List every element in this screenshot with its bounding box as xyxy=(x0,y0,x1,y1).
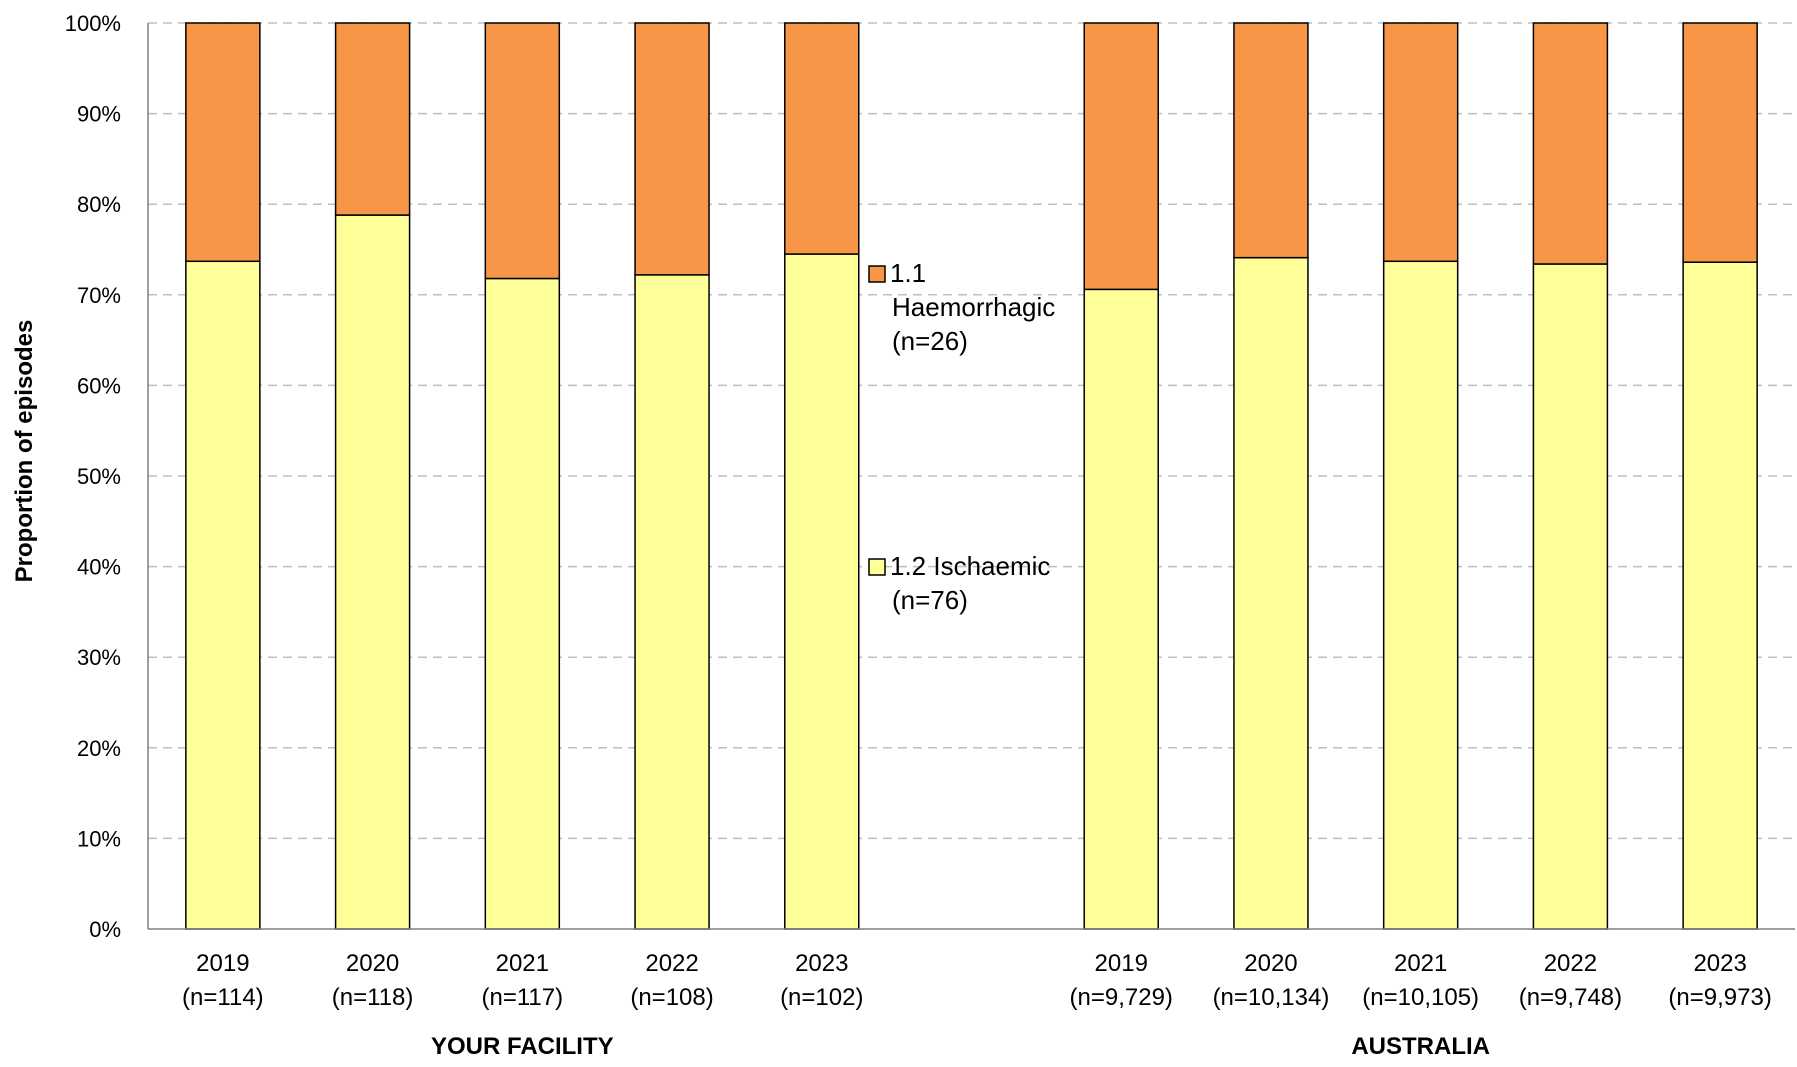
gridlines xyxy=(148,22,1795,840)
bar-ischaemic xyxy=(1532,263,1609,930)
bar-ischaemic xyxy=(334,214,411,930)
x-tick-count: (n=117) xyxy=(482,984,564,1011)
legend-ischaemic-label: (n=76) xyxy=(892,585,968,615)
bar-haemorrhagic xyxy=(1682,22,1758,263)
y-tick-label: 40% xyxy=(77,555,121,580)
bar-haemorrhagic xyxy=(1233,22,1309,259)
bar-ischaemic xyxy=(784,253,860,930)
bar-haemorrhagic xyxy=(784,22,860,255)
y-axis-ticks: 0% 10% 20% 30% 40% 50% 60% 70% 80% 90% 100% xyxy=(65,11,121,942)
y-tick-label: 60% xyxy=(77,373,121,398)
bar-haemorrhagic xyxy=(1382,22,1459,263)
y-tick-label: 0% xyxy=(89,917,121,942)
group-labels: YOUR FACILITY AUSTRALIA xyxy=(431,1033,1490,1060)
y-tick-label: 30% xyxy=(77,645,121,670)
x-tick-year: 2020 xyxy=(1244,950,1297,977)
bar-ischaemic xyxy=(1682,261,1758,930)
bar-ischaemic xyxy=(1083,288,1159,930)
x-tick-year: 2021 xyxy=(1394,950,1447,977)
x-tick-count: (n=10,105) xyxy=(1362,984,1479,1011)
y-tick-label: 80% xyxy=(77,192,121,217)
group-label: YOUR FACILITY xyxy=(431,1033,614,1060)
legend-haemorrhagic-label: Haemorrhagic xyxy=(892,292,1055,322)
bar-haemorrhagic xyxy=(484,22,561,280)
group-label: AUSTRALIA xyxy=(1351,1033,1490,1060)
x-tick-year: 2023 xyxy=(1693,950,1746,977)
bars xyxy=(185,22,1758,930)
y-tick-label: 10% xyxy=(77,826,121,851)
y-tick-label: 70% xyxy=(77,283,121,308)
x-tick-year: 2019 xyxy=(196,950,249,977)
x-axis-labels: 2019 (n=114) 2020 (n=118) 2021 (n=117) 2022 (n=… xyxy=(182,950,1772,1011)
legend-haemorrhagic-label: (n=26) xyxy=(892,326,968,356)
bar-haemorrhagic xyxy=(334,22,411,216)
bar-haemorrhagic xyxy=(1083,22,1159,291)
legend-haemorrhagic-label: 1.1 xyxy=(890,258,926,288)
bar-haemorrhagic xyxy=(634,22,710,276)
axes xyxy=(147,23,1795,930)
y-tick-label: 20% xyxy=(77,736,121,761)
bar-ischaemic xyxy=(1382,260,1459,930)
legend-ischaemic-swatch xyxy=(868,558,886,576)
bar-ischaemic xyxy=(185,260,261,930)
bar-ischaemic xyxy=(634,274,710,930)
x-tick-year: 2020 xyxy=(346,950,399,977)
bar-haemorrhagic xyxy=(185,22,261,263)
bar-haemorrhagic xyxy=(1532,22,1609,265)
x-tick-count: (n=108) xyxy=(630,984,713,1011)
x-tick-year: 2019 xyxy=(1095,950,1148,977)
bar-ischaemic xyxy=(1233,256,1309,930)
legend: 1.1 Haemorrhagic (n=26) 1.2 Ischaemic (n=76) xyxy=(868,258,1055,615)
x-tick-year: 2022 xyxy=(1544,950,1597,977)
x-tick-count: (n=118) xyxy=(332,984,414,1011)
legend-haemorrhagic-swatch xyxy=(868,265,886,283)
legend-ischaemic-label: 1.2 Ischaemic xyxy=(890,551,1050,581)
x-tick-year: 2022 xyxy=(645,950,698,977)
x-tick-count: (n=102) xyxy=(780,984,863,1011)
x-tick-count: (n=9,748) xyxy=(1519,984,1622,1011)
x-tick-count: (n=114) xyxy=(182,984,264,1011)
x-tick-count: (n=9,729) xyxy=(1070,984,1173,1011)
x-tick-year: 2021 xyxy=(496,950,549,977)
y-tick-label: 50% xyxy=(77,464,121,489)
y-axis-title: Proportion of episodes xyxy=(11,320,38,583)
x-tick-year: 2023 xyxy=(795,950,848,977)
bar-ischaemic xyxy=(484,277,561,930)
y-tick-label: 100% xyxy=(65,11,121,36)
x-tick-count: (n=10,134) xyxy=(1213,984,1330,1011)
x-tick-count: (n=9,973) xyxy=(1668,984,1771,1011)
y-tick-label: 90% xyxy=(77,102,121,127)
